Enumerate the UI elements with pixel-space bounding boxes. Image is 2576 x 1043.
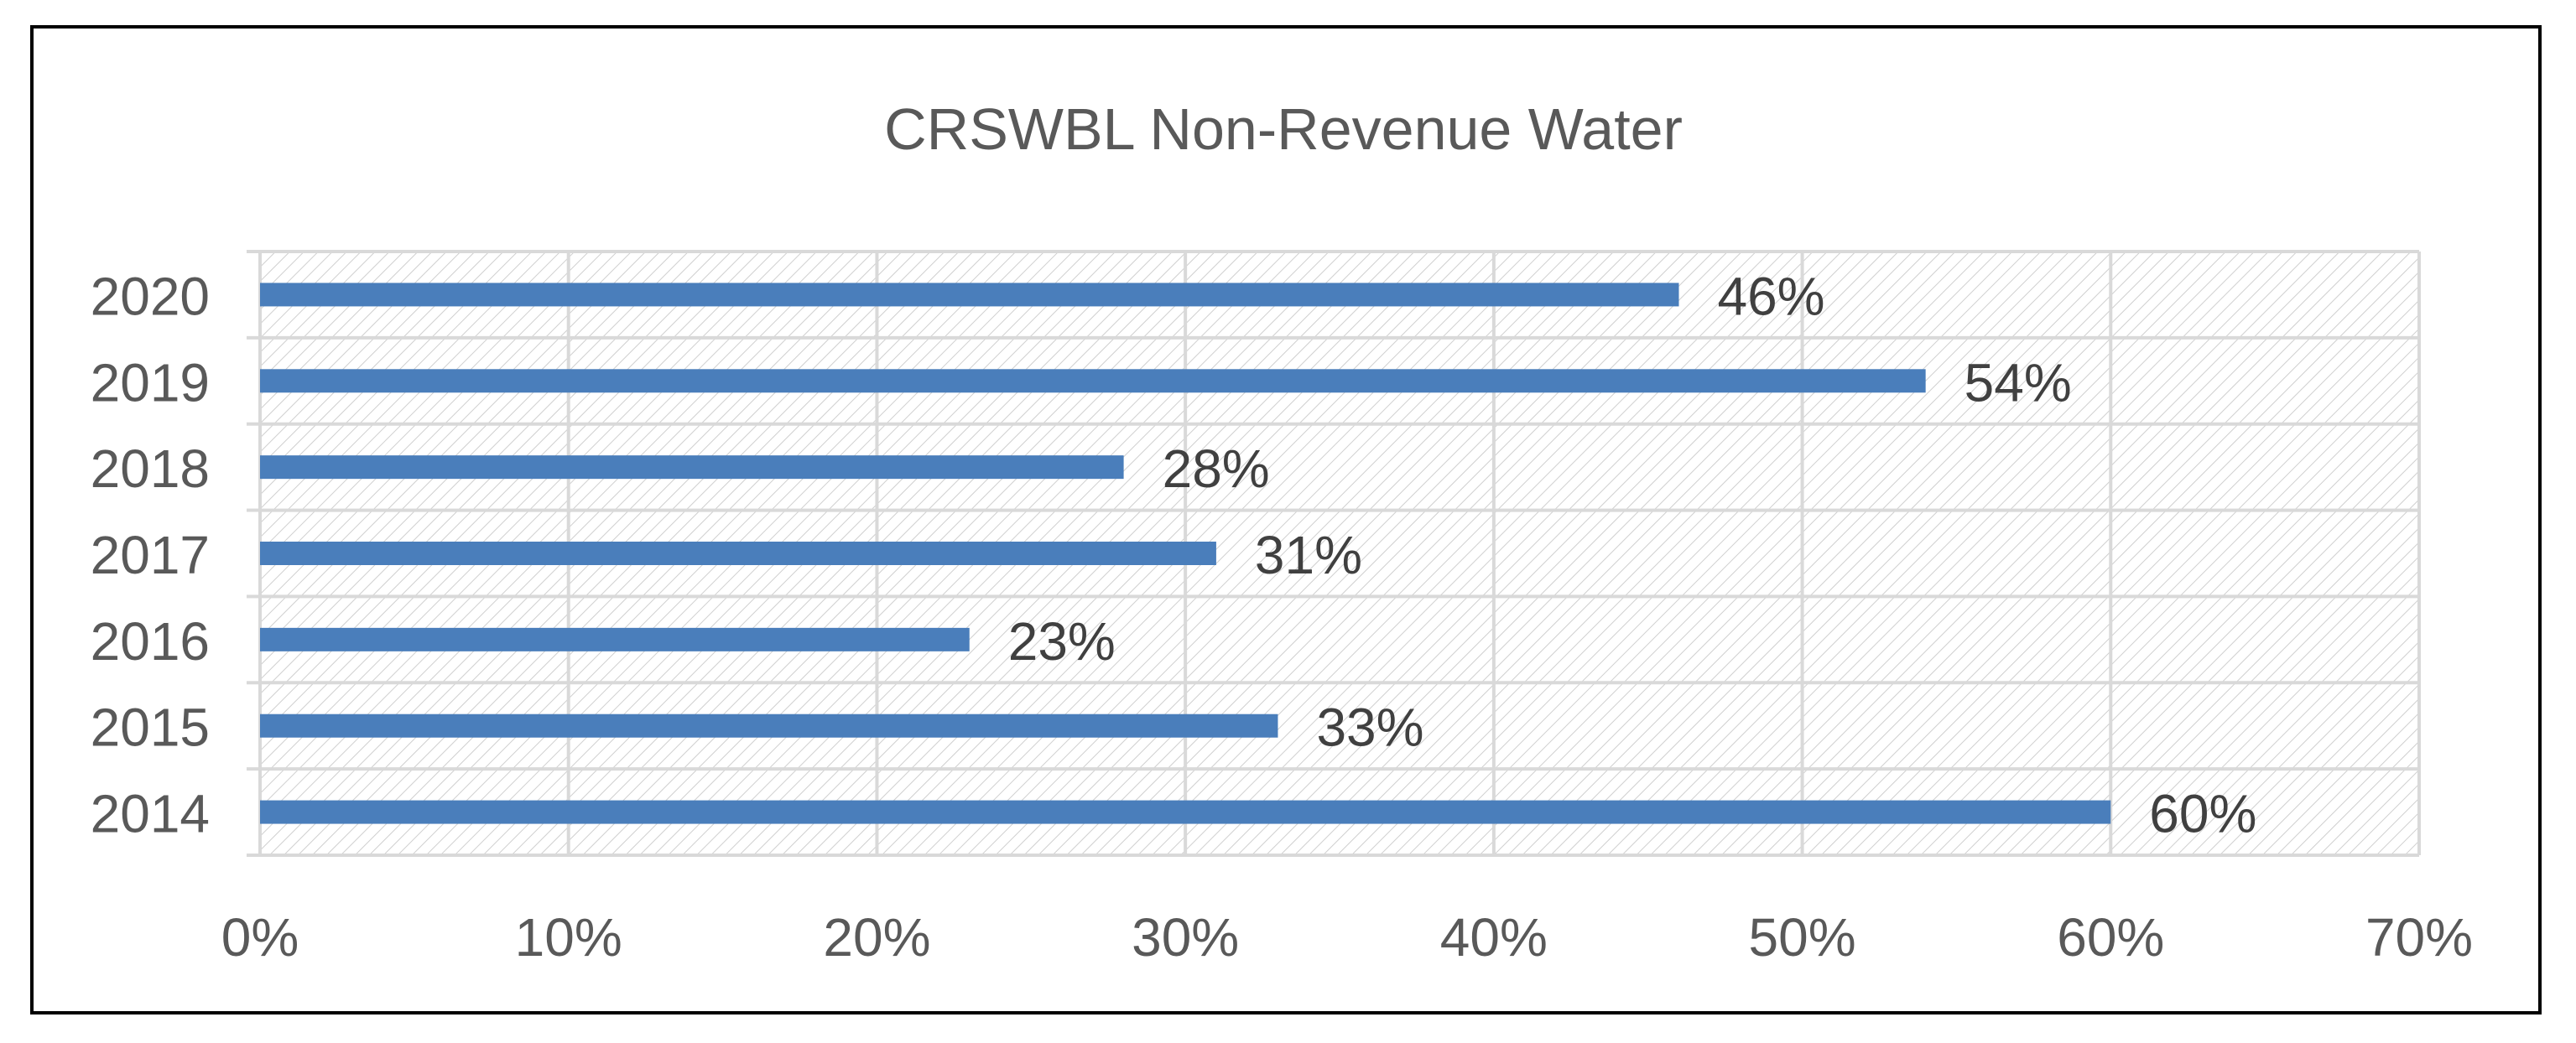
bar-2020 xyxy=(260,283,1679,307)
data-label-2019: 54% xyxy=(1965,352,2072,413)
x-tick-label-2: 20% xyxy=(823,907,930,968)
data-label-2018: 28% xyxy=(1163,438,1270,499)
data-label-2020: 46% xyxy=(1717,266,1824,326)
chart-title: CRSWBL Non-Revenue Water xyxy=(884,96,1683,162)
data-label-2015: 33% xyxy=(1316,698,1423,758)
x-axis-labels: 0% 10% 20% 30% 40% 50% 60% 70% xyxy=(221,907,2473,968)
bar-labels: 46% 54% 28% 31% 23% 33% 60% xyxy=(1008,266,2257,843)
bar-2014 xyxy=(260,800,2111,824)
y-tick-label-2016: 2016 xyxy=(91,611,210,672)
y-axis-labels: 2020 2019 2018 2017 2016 2015 2014 xyxy=(91,266,210,843)
bar-2019 xyxy=(260,369,1926,393)
y-axis-ticks xyxy=(247,250,260,857)
x-tick-label-0: 0% xyxy=(221,907,299,968)
y-tick-label-2015: 2015 xyxy=(91,698,210,758)
data-label-2017: 31% xyxy=(1255,525,1362,585)
bar-2018 xyxy=(260,455,1124,480)
x-tick-label-3: 30% xyxy=(1132,907,1239,968)
y-tick-label-2020: 2020 xyxy=(91,266,210,326)
y-tick-label-2017: 2017 xyxy=(91,525,210,585)
grid-lines xyxy=(258,250,2421,857)
bar-2017 xyxy=(260,542,1216,565)
y-tick-label-2014: 2014 xyxy=(91,784,210,844)
y-tick-label-2019: 2019 xyxy=(91,352,210,413)
x-tick-label-7: 70% xyxy=(2365,907,2473,968)
bar-2015 xyxy=(260,713,1278,738)
x-tick-label-6: 60% xyxy=(2057,907,2164,968)
data-label-2014: 60% xyxy=(2149,784,2256,844)
y-tick-label-2018: 2018 xyxy=(91,438,210,499)
bars xyxy=(260,283,2111,824)
x-tick-label-4: 40% xyxy=(1440,907,1548,968)
x-tick-label-5: 50% xyxy=(1749,907,1856,968)
bar-2016 xyxy=(260,627,970,651)
x-tick-label-1: 10% xyxy=(515,907,622,968)
data-label-2016: 23% xyxy=(1008,611,1116,672)
